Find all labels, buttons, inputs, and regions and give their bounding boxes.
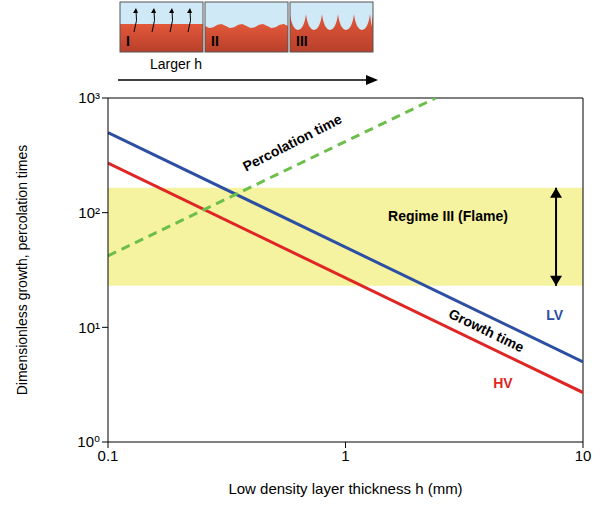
svg-text:1: 1 bbox=[341, 447, 349, 464]
svg-text:0.1: 0.1 bbox=[98, 447, 119, 464]
svg-text:Growth time: Growth time bbox=[446, 305, 527, 355]
svg-text:Larger h: Larger h bbox=[150, 56, 202, 72]
svg-text:Low density layer thickness h: Low density layer thickness h (mm) bbox=[228, 480, 462, 497]
svg-text:HV: HV bbox=[493, 375, 513, 391]
svg-text:10: 10 bbox=[575, 447, 592, 464]
svg-text:II: II bbox=[211, 33, 219, 49]
svg-text:Regime III (Flame): Regime III (Flame) bbox=[388, 208, 508, 224]
svg-text:10¹: 10¹ bbox=[78, 319, 100, 336]
svg-text:I: I bbox=[126, 33, 130, 49]
svg-text:Percolation time: Percolation time bbox=[240, 111, 345, 175]
svg-text:Dimensionless growth, percolat: Dimensionless growth, percolation times bbox=[14, 145, 30, 396]
svg-text:10²: 10² bbox=[78, 204, 100, 221]
svg-text:10⁰: 10⁰ bbox=[77, 433, 100, 450]
svg-text:III: III bbox=[296, 33, 308, 49]
svg-text:LV: LV bbox=[546, 307, 564, 323]
svg-text:10³: 10³ bbox=[78, 89, 100, 106]
